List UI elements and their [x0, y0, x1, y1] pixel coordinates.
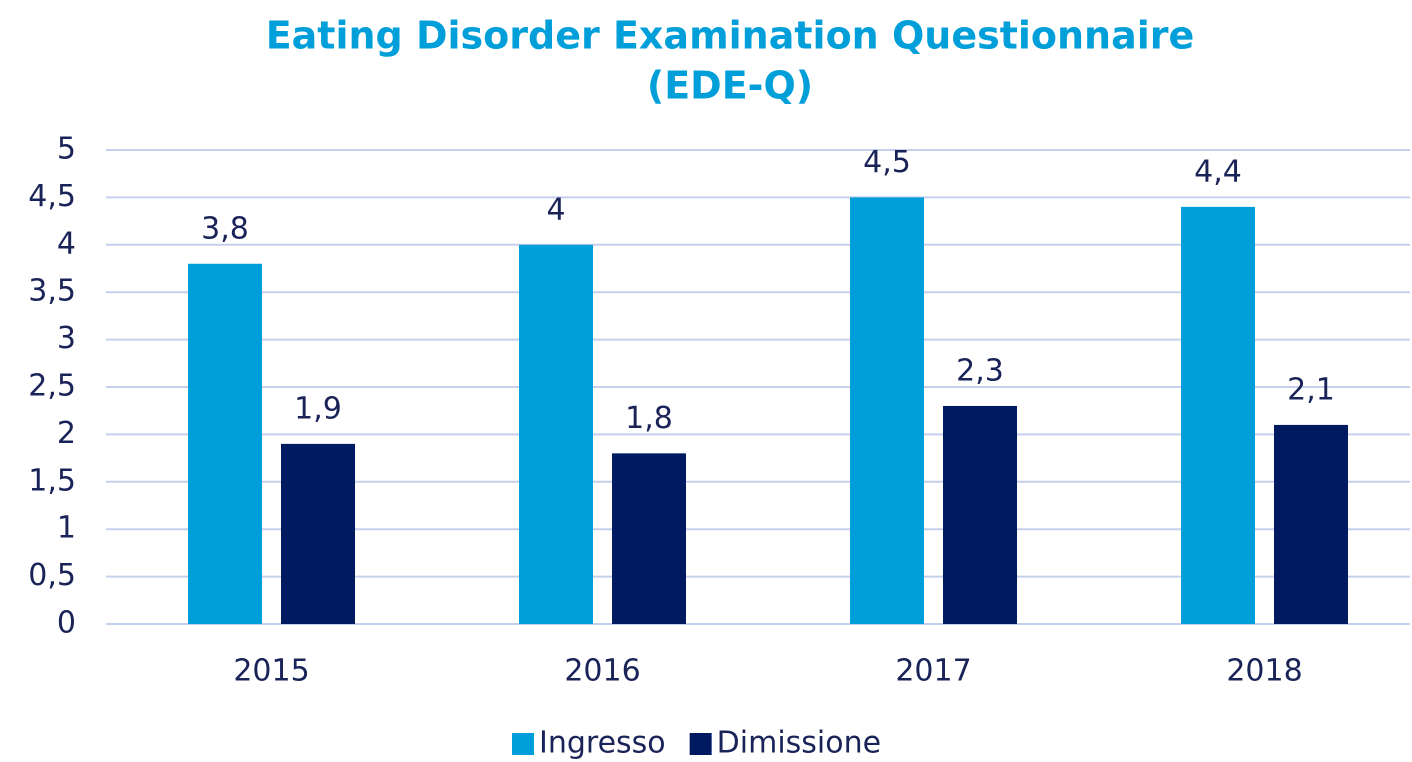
bar — [943, 405, 1017, 624]
x-tick-label: 2015 — [233, 654, 309, 689]
bar — [612, 453, 686, 624]
y-tick-label: 4,5 — [28, 179, 76, 214]
data-label: 2,3 — [956, 353, 1004, 388]
y-tick-label: 0 — [57, 606, 76, 641]
y-tick-label: 3,5 — [28, 274, 76, 309]
bar — [519, 244, 593, 625]
y-tick-label: 1 — [57, 511, 76, 546]
data-label: 1,8 — [625, 401, 673, 436]
bar — [1181, 206, 1255, 624]
y-tick-label: 0,5 — [28, 558, 76, 593]
data-label: 3,8 — [201, 211, 249, 246]
legend-swatch — [512, 733, 534, 755]
data-label: 4,5 — [863, 145, 911, 180]
x-tick-label: 2017 — [895, 654, 971, 689]
x-tick-label: 2016 — [564, 654, 640, 689]
legend-swatch — [689, 733, 712, 755]
data-label: 2,1 — [1287, 372, 1335, 407]
y-tick-label: 4 — [57, 226, 76, 261]
bar — [1274, 424, 1348, 624]
data-label: 4 — [546, 192, 565, 227]
y-tick-label: 2,5 — [28, 369, 76, 404]
y-tick-label: 3 — [57, 321, 76, 356]
x-tick-label: 2018 — [1226, 654, 1302, 689]
chart-title: Eating Disorder Examination Questionnair… — [266, 14, 1195, 58]
data-label: 4,4 — [1194, 154, 1242, 189]
y-tick-label: 5 — [57, 132, 76, 167]
data-label: 1,9 — [294, 391, 342, 426]
bar — [281, 443, 355, 624]
legend-label: Dimissione — [717, 726, 881, 761]
legend-label: Ingresso — [539, 726, 666, 761]
chart-title: (EDE-Q) — [647, 64, 813, 108]
y-tick-label: 1,5 — [28, 463, 76, 498]
bar — [850, 197, 924, 624]
bar — [188, 263, 262, 624]
y-tick-label: 2 — [57, 416, 76, 451]
